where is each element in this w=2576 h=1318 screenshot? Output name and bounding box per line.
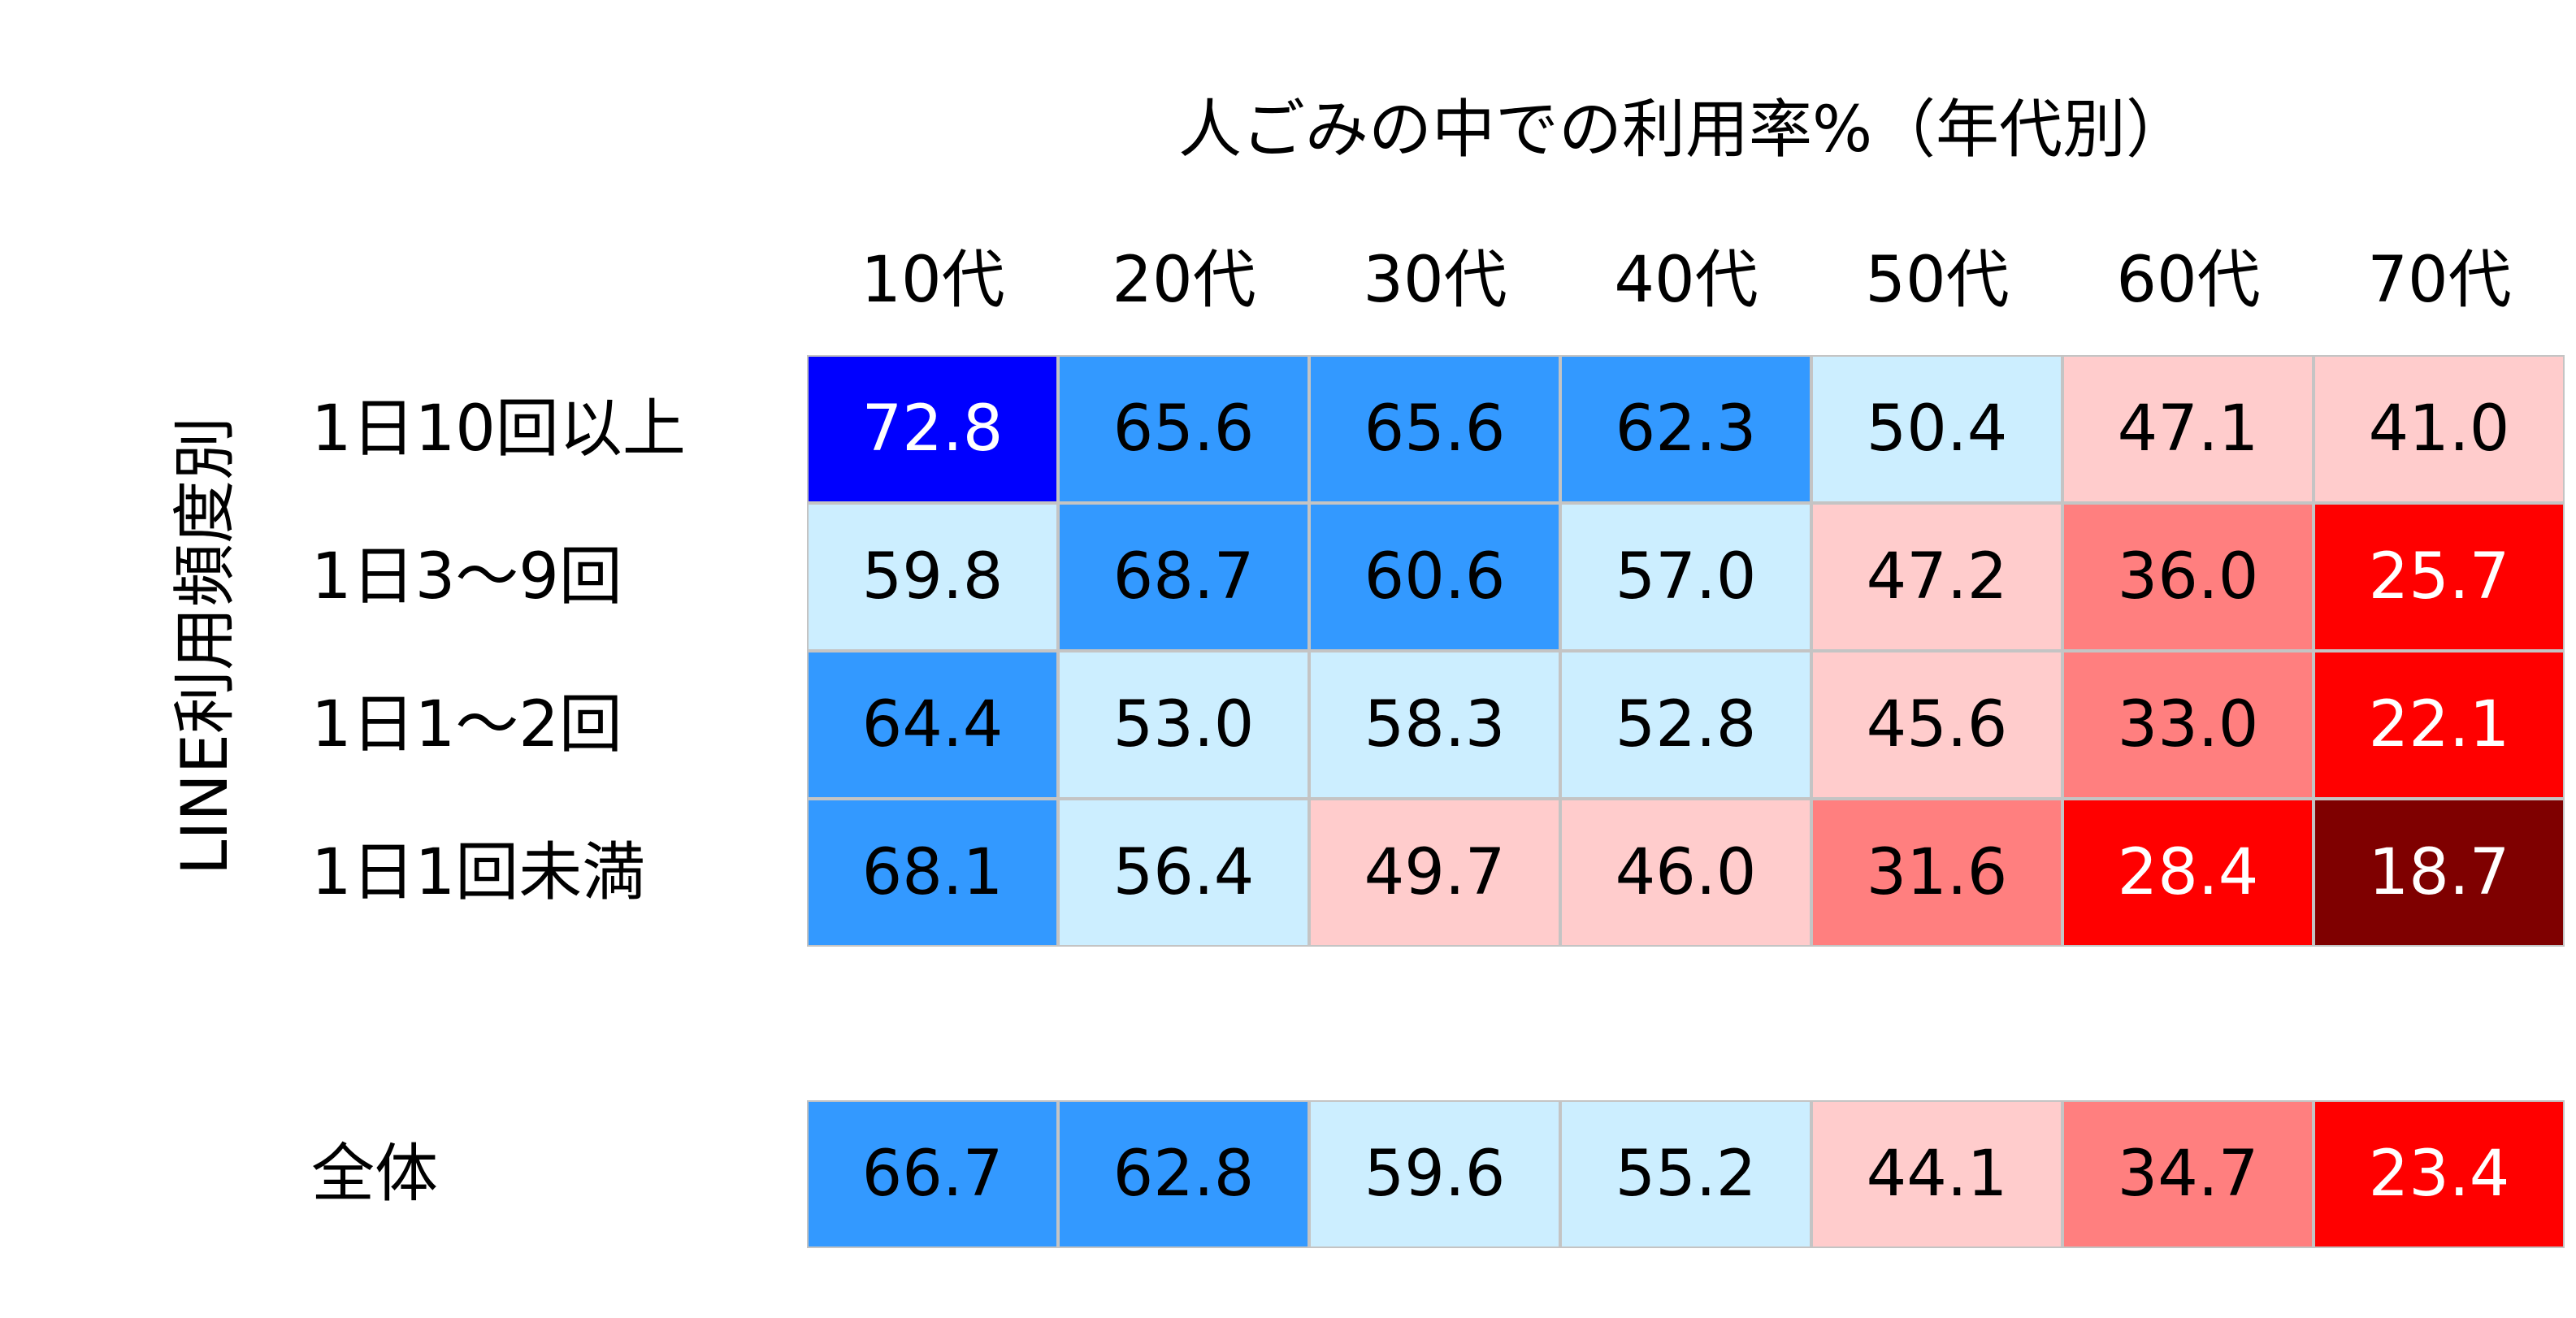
heatmap-cell: 55.2: [1560, 1100, 1811, 1248]
heatmap-cell: 34.7: [2062, 1100, 2314, 1248]
column-header: 30代: [1363, 244, 1507, 317]
heatmap-cell: 22.1: [2314, 651, 2565, 799]
heatmap-cell: 49.7: [1309, 799, 1560, 947]
y-axis-label: LINE利用頻度別: [169, 416, 242, 876]
heatmap-cell: 47.1: [2062, 355, 2314, 503]
column-header: 10代: [861, 244, 1005, 317]
heatmap-cell: 44.1: [1811, 1100, 2062, 1248]
heatmap-cell: 62.3: [1560, 355, 1811, 503]
column-header: 20代: [1112, 244, 1256, 317]
heatmap-cell: 25.7: [2314, 503, 2565, 651]
heatmap-cell: 59.6: [1309, 1100, 1560, 1248]
heatmap-cell: 50.4: [1811, 355, 2062, 503]
heatmap-cell: 68.7: [1058, 503, 1309, 651]
heatmap-cell: 62.8: [1058, 1100, 1309, 1248]
column-header: 50代: [1865, 244, 2010, 317]
column-header: 40代: [1614, 244, 1759, 317]
heatmap-cell: 46.0: [1560, 799, 1811, 947]
total-row-label: 全体: [311, 1138, 439, 1211]
row-label: 1日1回未満: [311, 836, 646, 909]
chart-title: 人ごみの中での利用率%（年代別）: [1177, 93, 2190, 167]
heatmap-cell: 41.0: [2314, 355, 2565, 503]
heatmap-cell: 58.3: [1309, 651, 1560, 799]
heatmap-cell: 64.4: [807, 651, 1058, 799]
heatmap-cell: 56.4: [1058, 799, 1309, 947]
row-label: 1日3～9回: [311, 540, 622, 613]
heatmap-cell: 59.8: [807, 503, 1058, 651]
heatmap-cell: 36.0: [2062, 503, 2314, 651]
heatmap-cell: 53.0: [1058, 651, 1309, 799]
column-header: 60代: [2116, 244, 2261, 317]
heatmap-cell: 31.6: [1811, 799, 2062, 947]
column-header: 70代: [2367, 244, 2512, 317]
heatmap-cell: 66.7: [807, 1100, 1058, 1248]
row-label: 1日1～2回: [311, 688, 622, 761]
heatmap-cell: 47.2: [1811, 503, 2062, 651]
heatmap-cell: 65.6: [1058, 355, 1309, 503]
heatmap-cell: 18.7: [2314, 799, 2565, 947]
heatmap-cell: 45.6: [1811, 651, 2062, 799]
heatmap-cell: 65.6: [1309, 355, 1560, 503]
row-label: 1日10回以上: [311, 392, 686, 466]
heatmap-cell: 33.0: [2062, 651, 2314, 799]
heatmap-cell: 23.4: [2314, 1100, 2565, 1248]
heatmap-cell: 72.8: [807, 355, 1058, 503]
heatmap-cell: 28.4: [2062, 799, 2314, 947]
heatmap-cell: 52.8: [1560, 651, 1811, 799]
heatmap-cell: 68.1: [807, 799, 1058, 947]
heatmap-cell: 60.6: [1309, 503, 1560, 651]
heatmap-cell: 57.0: [1560, 503, 1811, 651]
